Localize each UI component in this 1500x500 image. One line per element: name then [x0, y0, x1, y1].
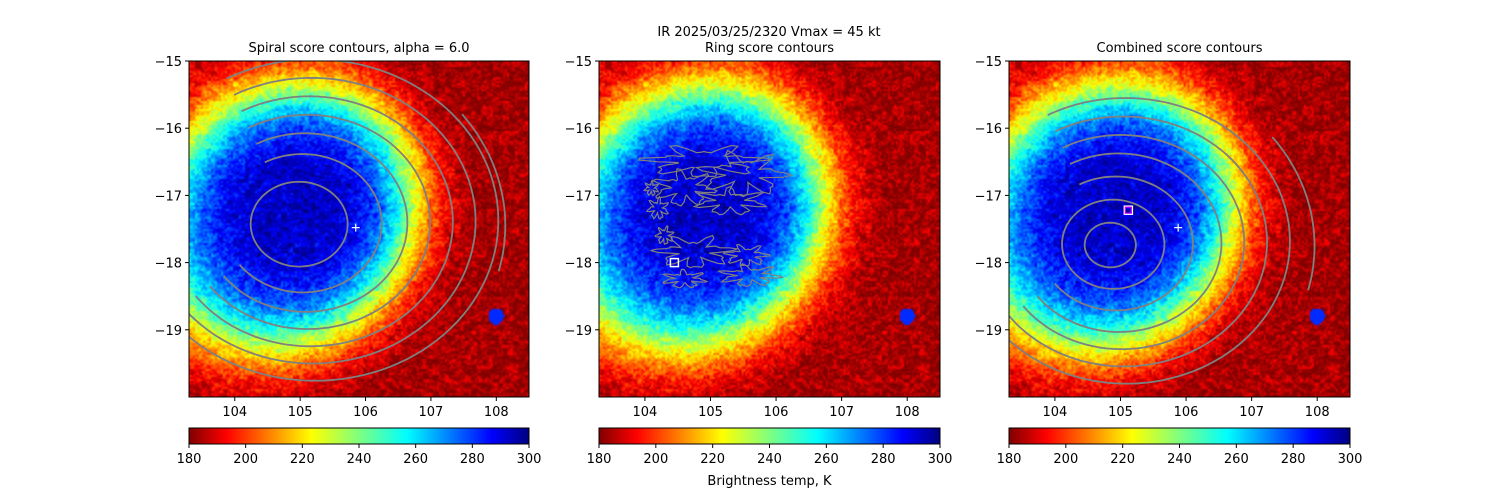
heatmap-image: [599, 61, 940, 397]
y-tick-label: −18: [975, 257, 1002, 272]
x-tick-label: 104: [632, 405, 657, 420]
y-tick-label: −15: [155, 55, 182, 70]
x-tick-label: 105: [1108, 405, 1133, 420]
colorbar: 180 200 220 240 260 280 300: [997, 428, 1363, 467]
colorbar-tick-label: 260: [1224, 452, 1249, 467]
colorbar-tick-label: 220: [700, 452, 725, 467]
colorbar: 180 200 220 240 260 280 300: [177, 428, 542, 467]
y-tick-label: −16: [155, 122, 182, 137]
y-tick-label: −19: [565, 324, 592, 339]
x-tick-label: 104: [222, 405, 247, 420]
colorbar-tick-label: 280: [460, 452, 485, 467]
colorbar-tick-label: 200: [643, 452, 668, 467]
y-tick-label: −15: [975, 55, 1002, 70]
y-tick-label: −17: [565, 189, 592, 204]
colorbar-tick-label: 240: [347, 452, 372, 467]
colorbar-tick-label: 240: [757, 452, 782, 467]
colorbar-tick-label: 260: [403, 452, 428, 467]
colorbar-gradient: [599, 428, 940, 444]
colorbar-label: Brightness temp, K: [707, 474, 832, 489]
panel-title: Spiral score contours, alpha = 6.0: [248, 41, 469, 56]
chart-panel-2: Ring score contours 104 105 106 107 108 −15 −16…: [565, 41, 953, 489]
colorbar-gradient: [1009, 428, 1350, 444]
y-tick-label: −16: [565, 122, 592, 137]
x-tick-label: 105: [288, 405, 313, 420]
colorbar-tick-label: 260: [814, 452, 839, 467]
panel-title: Combined score contours: [1097, 41, 1263, 56]
colorbar-tick-label: 280: [1281, 452, 1306, 467]
y-tick-label: −17: [155, 189, 182, 204]
colorbar-gradient: [189, 428, 529, 444]
y-tick-label: −16: [975, 122, 1002, 137]
colorbar-tick-label: 220: [290, 452, 315, 467]
colorbar-tick-label: 240: [1167, 452, 1192, 467]
y-tick-label: −19: [975, 324, 1002, 339]
x-tick-label: 108: [895, 405, 920, 420]
colorbar: 180 200 220 240 260 280 300 Brightness temp, K: [587, 428, 953, 489]
x-tick-label: 107: [419, 405, 444, 420]
colorbar-tick-label: 300: [928, 452, 953, 467]
colorbar-tick-label: 280: [871, 452, 896, 467]
x-tick-label: 104: [1042, 405, 1067, 420]
colorbar-tick-label: 180: [177, 452, 202, 467]
colorbar-tick-label: 300: [1338, 452, 1363, 467]
figure-title: IR 2025/03/25/2320 Vmax = 45 kt: [657, 25, 880, 40]
y-tick-label: −15: [565, 55, 592, 70]
colorbar-tick-label: 300: [517, 452, 542, 467]
chart-panel-1: Spiral score contours, alpha = 6.0 104 105…: [155, 41, 542, 467]
heatmap-image: [1009, 61, 1350, 397]
heatmap-image: [189, 61, 529, 397]
chart-panel-3: Combined score contours 104 105 106 107 108 −1…: [975, 41, 1363, 467]
x-tick-label: 106: [353, 405, 378, 420]
y-tick-label: −17: [975, 189, 1002, 204]
colorbar-tick-label: 200: [1053, 452, 1078, 467]
y-tick-label: −18: [565, 257, 592, 272]
y-tick-label: −19: [155, 324, 182, 339]
x-tick-label: 107: [829, 405, 854, 420]
y-tick-label: −18: [155, 257, 182, 272]
x-tick-label: 105: [698, 405, 723, 420]
x-tick-label: 108: [484, 405, 509, 420]
colorbar-tick-label: 200: [233, 452, 258, 467]
panel-title: Ring score contours: [705, 41, 834, 56]
colorbar-tick-label: 220: [1110, 452, 1135, 467]
x-tick-label: 107: [1239, 405, 1264, 420]
panels: Spiral score contours, alpha = 6.0 104 105…: [155, 41, 1363, 489]
x-tick-label: 106: [1174, 405, 1199, 420]
colorbar-tick-label: 180: [997, 452, 1022, 467]
x-tick-label: 106: [764, 405, 789, 420]
x-tick-label: 108: [1305, 405, 1330, 420]
colorbar-tick-label: 180: [587, 452, 612, 467]
